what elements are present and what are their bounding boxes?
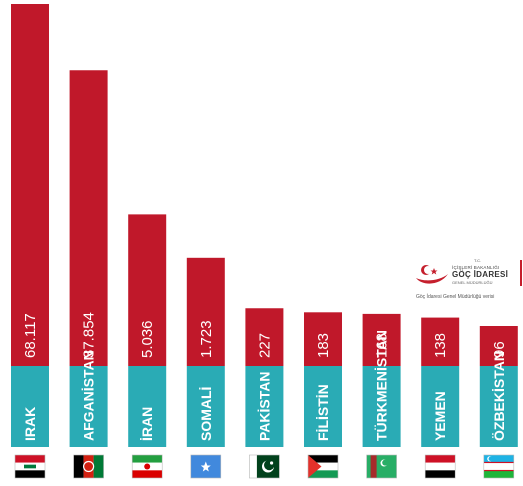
bar-base <box>421 366 460 447</box>
value-label: 227 <box>256 333 273 358</box>
logo-agency-text: GÖÇ İDARESİ <box>452 270 509 279</box>
category-label: ÖZBEKİSTAN <box>491 351 507 441</box>
bar-base <box>304 366 342 447</box>
iran-flag-icon <box>131 454 163 479</box>
crescent-star-icon <box>416 265 448 284</box>
value-label: 138 <box>432 333 449 358</box>
bar <box>245 308 284 366</box>
afghanistan-flag-icon <box>73 454 104 479</box>
bar <box>128 214 167 366</box>
somalia-flag-icon <box>190 454 222 479</box>
value-label: 68.117 <box>22 313 39 358</box>
bar-base <box>245 366 284 447</box>
bar <box>11 4 49 366</box>
goc-idaresi-logo: T.C. İÇİŞLERİ BAKANLIĞI GÖÇ İDARESİ GENE… <box>414 256 523 306</box>
category-label: AFGANİSTAN <box>81 350 97 441</box>
logo-tc-text: T.C. <box>474 258 482 263</box>
value-label: 183 <box>315 333 332 358</box>
source-note: Göç İdaresi Genel Müdürlüğü verisi <box>416 294 495 300</box>
bar <box>479 326 518 366</box>
logo-divider <box>520 260 522 286</box>
category-label: TÜRKMENİSTAN <box>374 330 390 441</box>
value-label: 96 <box>491 341 508 358</box>
category-label: İRAN <box>139 407 155 441</box>
bar-base <box>362 366 401 447</box>
category-label: SOMALİ <box>198 387 214 441</box>
bar-base <box>11 366 49 447</box>
bar <box>69 70 108 366</box>
value-label: 5.036 <box>139 320 156 358</box>
bar <box>421 317 460 366</box>
bar-base <box>69 366 108 447</box>
yemen-flag-icon <box>424 454 456 479</box>
bar <box>186 257 225 366</box>
bar <box>362 313 401 366</box>
value-label: 37.854 <box>81 312 98 358</box>
iraq-flag-icon <box>14 454 46 479</box>
category-label: PAKİSTAN <box>256 372 272 441</box>
pakistan-flag-icon <box>249 454 280 479</box>
uzbekistan-flag-icon <box>483 454 515 479</box>
logo-ministry-text: İÇİŞLERİ BAKANLIĞI <box>452 265 500 270</box>
category-label: YEMEN <box>432 391 448 441</box>
bar-base <box>128 366 167 447</box>
value-label: 168 <box>374 333 391 358</box>
category-label: FİLİSTİN <box>315 384 331 441</box>
logo-directorate-text: GENEL MÜDÜRLÜĞÜ <box>452 280 493 285</box>
bar-base <box>479 366 518 447</box>
value-label: 1.723 <box>198 320 215 358</box>
bar-base <box>186 366 225 447</box>
category-label: IRAK <box>22 407 38 441</box>
palestine-flag-icon <box>307 454 339 479</box>
turkmenistan-flag-icon <box>366 454 397 479</box>
bar <box>304 312 342 366</box>
